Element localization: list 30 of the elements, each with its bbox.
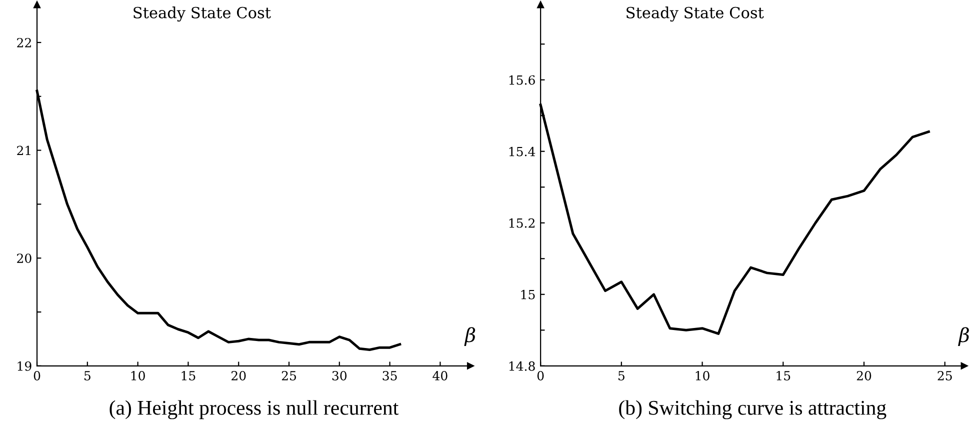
y-tick-label: 21 — [17, 146, 30, 156]
x-tick-label: 15 — [776, 370, 790, 380]
x-axis-title: β — [464, 327, 476, 346]
x-tick-label: 0 — [34, 370, 40, 380]
x-axis-title: β — [958, 327, 969, 346]
x-tick-label: 35 — [382, 370, 397, 380]
x-tick-label: 25 — [938, 370, 952, 380]
y-tick-label: 15.6 — [509, 75, 535, 85]
y-tick-label: 15 — [521, 290, 535, 300]
x-tick-label: 40 — [432, 370, 448, 380]
y-tick-label: 20 — [17, 254, 32, 264]
y-tick-label: 15.2 — [509, 218, 534, 228]
text: (a) Height process is null recurrent — [110, 400, 399, 420]
x-tick-label: 20 — [232, 370, 246, 380]
text: (b) Switching curve is attracting — [619, 400, 886, 420]
y-tick-label: 19 — [18, 361, 32, 371]
x-tick-label: 10 — [131, 370, 145, 380]
x-tick-label: 15 — [182, 370, 196, 380]
y-axis-title: Steady State Cost — [626, 6, 764, 22]
y-axis-title: Steady State Cost — [134, 6, 271, 22]
x-tick-label: 0 — [537, 370, 544, 380]
x-tick-label: 30 — [332, 370, 347, 380]
x-tick-label: 5 — [84, 371, 90, 380]
y-tick-label: 15.4 — [509, 146, 536, 156]
x-tick-label: 20 — [856, 370, 872, 380]
x-tick-label: 25 — [282, 370, 296, 380]
y-tick-label: 22 — [17, 38, 31, 48]
x-tick-label: 5 — [618, 371, 624, 380]
x-tick-label: 10 — [696, 370, 710, 380]
y-tick-label: 14.8 — [509, 361, 535, 371]
